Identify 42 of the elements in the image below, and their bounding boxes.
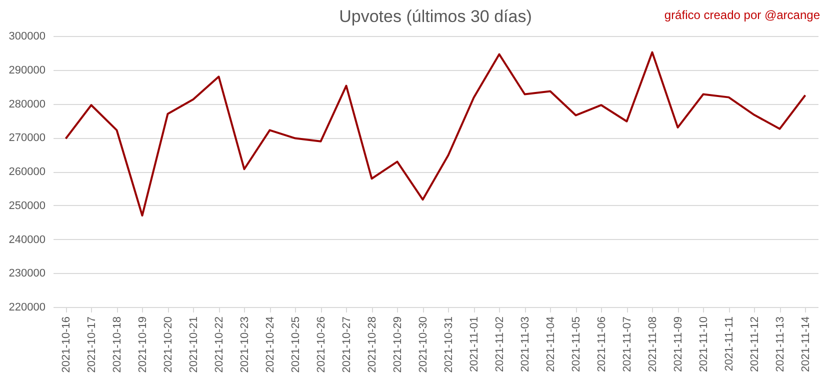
x-tick-label: 2021-11-08 (646, 316, 659, 372)
x-tick-label: 2021-11-01 (468, 316, 480, 372)
x-tick-label: 2021-10-18 (111, 316, 124, 373)
x-tick-label: 2021-10-23 (238, 316, 251, 373)
y-tick-label: 270000 (8, 132, 46, 144)
x-tick-label: 2021-10-27 (340, 316, 353, 373)
x-tick-label: 2021-10-22 (213, 316, 226, 373)
y-tick-label: 300000 (8, 30, 46, 42)
x-tick-label: 2021-11-11 (723, 316, 736, 372)
x-tick-label: 2021-10-16 (60, 316, 72, 373)
x-tick-label: 2021-10-28 (366, 316, 378, 373)
x-tick-label: 2021-10-19 (136, 316, 149, 373)
y-tick-label: 240000 (8, 234, 46, 246)
text: gráfico creado por @arcange (664, 8, 820, 22)
x-tick-label: 2021-11-03 (519, 316, 532, 372)
y-tick-label: 290000 (8, 64, 46, 76)
chart-title: Upvotes (últimos 30 días) (339, 7, 532, 26)
x-tick-label: 2021-10-17 (86, 316, 98, 373)
x-tick-label: 2021-11-09 (672, 316, 684, 372)
y-tick-label: 260000 (8, 166, 46, 178)
x-tick-label: 2021-10-30 (417, 316, 430, 373)
y-tick-label: 230000 (8, 268, 46, 280)
y-tick-label: 280000 (8, 98, 46, 110)
x-tick-label: 2021-11-10 (698, 316, 710, 372)
y-tick-label: 220000 (8, 302, 46, 314)
x-tick-label: 2021-10-26 (315, 316, 328, 373)
x-tick-label: 2021-11-06 (596, 316, 608, 372)
x-tick-label: 2021-11-04 (544, 316, 557, 372)
x-tick-label: 2021-10-29 (392, 316, 404, 373)
x-tick-label: 2021-10-20 (162, 316, 174, 373)
x-tick-label: 2021-11-07 (621, 316, 634, 372)
x-tick-label: 2021-11-02 (494, 316, 506, 372)
x-tick-label: 2021-11-05 (570, 316, 582, 372)
line-series (64, 51, 806, 217)
y-tick-label: 250000 (8, 200, 46, 212)
x-tick-label: 2021-11-13 (774, 316, 786, 372)
x-tick-label: 2021-10-24 (264, 316, 276, 373)
x-tick-label: 2021-10-21 (188, 316, 200, 373)
x-tick-label: 2021-10-25 (290, 316, 302, 373)
x-tick-label: 2021-10-31 (442, 316, 455, 373)
x-tick-label: 2021-11-14 (800, 316, 812, 372)
x-tick-label: 2021-11-12 (748, 316, 761, 372)
